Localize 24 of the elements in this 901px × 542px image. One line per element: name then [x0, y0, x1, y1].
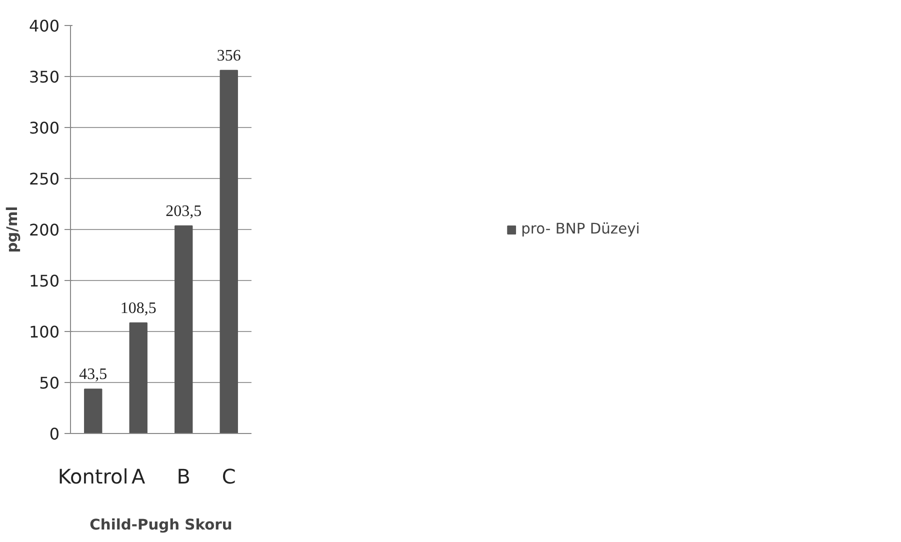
y-tick-label: 200: [28, 220, 60, 240]
y-tick-label: 100: [28, 322, 60, 342]
y-tick-label: 250: [28, 170, 60, 188]
bar: [84, 388, 102, 434]
bar: [129, 322, 148, 434]
y-axis-title: pg/ml: [4, 206, 21, 253]
legend-label: pro- BNP Düzeyi: [521, 220, 640, 238]
y-tick-label: 400: [28, 16, 60, 36]
y-tick-label: 0: [49, 424, 60, 444]
data-label: 43,5: [79, 366, 108, 384]
y-tick-label: 50: [39, 374, 60, 392]
x-tick-label: Kontrol: [58, 464, 128, 488]
data-label: 108,5: [120, 300, 156, 317]
bar: [174, 225, 193, 434]
x-axis-title: Child-Pugh Skoru: [90, 516, 232, 534]
y-tick-label: 350: [28, 68, 60, 86]
x-tick-label: C: [222, 464, 236, 488]
x-tick-label: A: [132, 464, 146, 488]
data-label: 203,5: [166, 202, 202, 220]
bar: [220, 70, 238, 434]
data-label: 356: [216, 47, 241, 64]
y-tick-label: 300: [28, 118, 60, 138]
y-tick-label: 150: [28, 272, 60, 290]
x-tick-label: B: [176, 464, 190, 488]
